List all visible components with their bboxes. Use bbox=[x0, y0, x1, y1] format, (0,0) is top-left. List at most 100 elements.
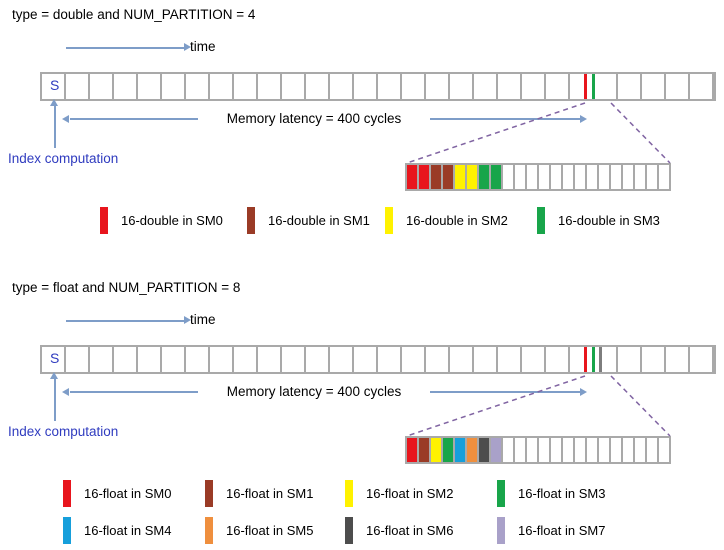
zoom-cell-empty bbox=[647, 438, 659, 462]
timeline-cell bbox=[690, 74, 714, 99]
legend-item: 16-float in SM4 bbox=[63, 516, 171, 545]
timeline-cell bbox=[474, 74, 498, 99]
timeline-cell bbox=[570, 74, 594, 99]
timeline-cell bbox=[186, 347, 210, 372]
zoom-cell-empty bbox=[539, 438, 551, 462]
timeline-cell bbox=[42, 74, 66, 99]
legend-item: 16-float in SM3 bbox=[497, 479, 605, 508]
legend-swatch-sm0 bbox=[63, 480, 71, 507]
timeline-cell bbox=[306, 347, 330, 372]
timeline-mark-sm3 bbox=[592, 74, 595, 99]
latency-arrow-line-right bbox=[430, 118, 580, 120]
zoom-cell-sm1 bbox=[443, 165, 455, 189]
timeline-bar: S bbox=[40, 72, 716, 101]
zoom-cell-empty bbox=[599, 438, 611, 462]
zoom-cell-empty bbox=[623, 165, 635, 189]
legend-item: 16-float in SM2 bbox=[345, 479, 453, 508]
timeline-cell bbox=[330, 347, 354, 372]
timeline-cell bbox=[378, 74, 402, 99]
zoom-cell-sm4 bbox=[455, 438, 467, 462]
index-arrowhead-icon bbox=[50, 99, 58, 106]
latency-left-arrowhead-icon bbox=[62, 388, 69, 396]
zoom-cell-empty bbox=[575, 165, 587, 189]
timeline-cell bbox=[66, 347, 90, 372]
legend-swatch-sm5 bbox=[205, 517, 213, 544]
time-label: time bbox=[190, 39, 216, 54]
timeline-mark-sm0 bbox=[584, 347, 587, 372]
diagram-double-4-partitions: type = double and NUM_PARTITION = 4 time… bbox=[0, 0, 724, 273]
zoom-cell-sm1 bbox=[419, 438, 431, 462]
timeline-cell bbox=[426, 347, 450, 372]
zoom-cell-sm0 bbox=[419, 165, 431, 189]
timeline-cell bbox=[402, 74, 426, 99]
timeline-cell bbox=[66, 74, 90, 99]
zoom-cell-empty bbox=[587, 438, 599, 462]
legend-item: 16-float in SM7 bbox=[497, 516, 605, 545]
timeline-cell bbox=[378, 347, 402, 372]
time-arrow-line bbox=[66, 47, 184, 49]
timeline-cell bbox=[90, 74, 114, 99]
legend-item: 16-double in SM0 bbox=[100, 206, 223, 235]
timeline-cell bbox=[258, 347, 282, 372]
zoom-cell-empty bbox=[659, 438, 669, 462]
zoomed-strip bbox=[405, 163, 671, 191]
timeline-mark-sm0 bbox=[584, 74, 587, 99]
zoom-cell-sm2 bbox=[467, 165, 479, 189]
zoom-cell-sm2 bbox=[455, 165, 467, 189]
legend-swatch-sm0 bbox=[100, 207, 108, 234]
legend-swatch-sm2 bbox=[385, 207, 393, 234]
timeline-cell bbox=[258, 74, 282, 99]
timeline-cell bbox=[162, 74, 186, 99]
diagram-title: type = float and NUM_PARTITION = 8 bbox=[12, 280, 241, 295]
zoom-cell-empty bbox=[611, 438, 623, 462]
timeline-cell bbox=[210, 74, 234, 99]
latency-arrow-line-left bbox=[70, 118, 198, 120]
timeline-cell bbox=[498, 74, 522, 99]
legend-label: 16-double in SM1 bbox=[268, 213, 370, 228]
zoom-cell-empty bbox=[551, 438, 563, 462]
legend-swatch-sm1 bbox=[247, 207, 255, 234]
timeline-cell bbox=[138, 347, 162, 372]
index-arrow-line bbox=[54, 105, 56, 148]
timeline-cell bbox=[354, 74, 378, 99]
zoom-cell-empty bbox=[611, 165, 623, 189]
timeline-cell bbox=[114, 347, 138, 372]
zoom-cell-sm2 bbox=[431, 438, 443, 462]
timeline-cell bbox=[282, 347, 306, 372]
timeline-cell bbox=[570, 347, 594, 372]
legend-swatch-sm4 bbox=[63, 517, 71, 544]
timeline-cell bbox=[162, 347, 186, 372]
zoom-cell-empty bbox=[551, 165, 563, 189]
zoom-cell-empty bbox=[623, 438, 635, 462]
zoom-cell-sm3 bbox=[479, 165, 491, 189]
zoom-cell-empty bbox=[503, 438, 515, 462]
timeline-cell bbox=[546, 347, 570, 372]
latency-right-arrowhead-icon bbox=[580, 388, 587, 396]
zoom-cell-sm7 bbox=[491, 438, 503, 462]
timeline-cell bbox=[474, 347, 498, 372]
legend-row: 16-float in SM0 16-float in SM1 16-float i… bbox=[0, 479, 724, 509]
start-cell-label: S bbox=[50, 350, 60, 366]
legend-swatch-sm3 bbox=[537, 207, 545, 234]
timeline-bar: S bbox=[40, 345, 716, 374]
latency-arrow-line-right bbox=[430, 391, 580, 393]
timeline-cell bbox=[546, 74, 570, 99]
timeline-cell bbox=[114, 74, 138, 99]
zoom-cell-empty bbox=[635, 438, 647, 462]
time-arrowhead-icon bbox=[184, 316, 191, 324]
timeline-cell bbox=[330, 74, 354, 99]
zoom-cell-empty bbox=[647, 165, 659, 189]
timeline-cell bbox=[666, 347, 690, 372]
legend-swatch-sm1 bbox=[205, 480, 213, 507]
legend-label: 16-float in SM5 bbox=[226, 523, 314, 538]
timeline-cell bbox=[210, 347, 234, 372]
timeline-cell bbox=[42, 347, 66, 372]
legend-label: 16-double in SM2 bbox=[406, 213, 508, 228]
legend-swatch-sm6 bbox=[345, 517, 353, 544]
legend-label: 16-double in SM0 bbox=[121, 213, 223, 228]
zoomed-strip bbox=[405, 436, 671, 464]
zoom-cell-empty bbox=[635, 165, 647, 189]
legend-item: 16-float in SM6 bbox=[345, 516, 453, 545]
timeline-cell bbox=[450, 74, 474, 99]
